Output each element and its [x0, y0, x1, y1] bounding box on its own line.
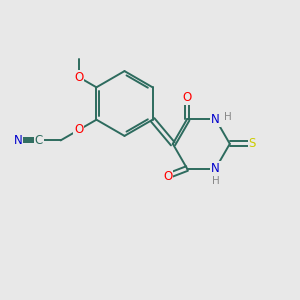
Text: N: N	[14, 134, 22, 147]
Text: N: N	[211, 112, 220, 126]
Text: C: C	[35, 134, 43, 147]
Text: H: H	[224, 112, 232, 122]
Text: O: O	[74, 123, 83, 136]
Text: N: N	[211, 162, 220, 175]
Text: O: O	[182, 91, 192, 104]
Text: H: H	[212, 176, 219, 186]
Text: S: S	[249, 137, 256, 150]
Text: O: O	[163, 169, 172, 182]
Text: O: O	[74, 70, 83, 84]
